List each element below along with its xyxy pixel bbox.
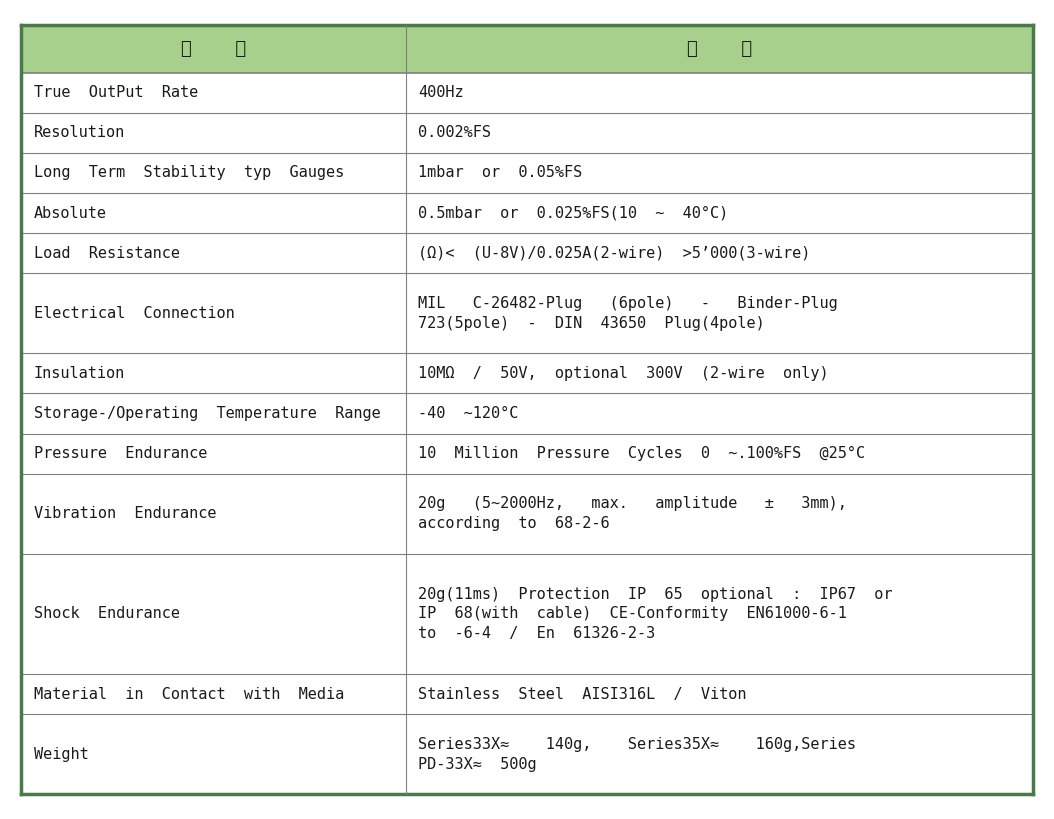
Text: Shock  Endurance: Shock Endurance [34, 607, 180, 622]
Text: 400Hz: 400Hz [418, 85, 464, 100]
Text: Stainless  Steel  AISI316L  /  Viton: Stainless Steel AISI316L / Viton [418, 686, 746, 702]
Text: Storage-/Operating  Temperature  Range: Storage-/Operating Temperature Range [34, 406, 380, 421]
Text: 0.5mbar  or  0.025%FS(10  ~  40°C): 0.5mbar or 0.025%FS(10 ~ 40°C) [418, 206, 728, 220]
Text: Vibration  Endurance: Vibration Endurance [34, 506, 216, 521]
Text: True  OutPut  Rate: True OutPut Rate [34, 85, 198, 100]
Text: 구    분: 구 분 [180, 39, 246, 57]
Text: 0.002%FS: 0.002%FS [418, 125, 491, 140]
Text: 20g   (5~2000Hz,   max.   amplitude   ±   3mm),
according  to  68-2-6: 20g (5~2000Hz, max. amplitude ± 3mm), ac… [418, 496, 847, 532]
Text: Resolution: Resolution [34, 125, 125, 140]
Text: 20g(11ms)  Protection  IP  65  optional  :  IP67  or
IP  68(with  cable)  CE-Con: 20g(11ms) Protection IP 65 optional : IP… [418, 586, 893, 641]
Text: Electrical  Connection: Electrical Connection [34, 305, 234, 321]
Text: 10MΩ  /  50V,  optional  300V  (2-wire  only): 10MΩ / 50V, optional 300V (2-wire only) [418, 366, 828, 381]
Text: Weight: Weight [34, 747, 89, 762]
Text: MIL   C-26482-Plug   (6pole)   -   Binder-Plug
723(5pole)  -  DIN  43650  Plug(4: MIL C-26482-Plug (6pole) - Binder-Plug 7… [418, 296, 838, 331]
Text: 10  Million  Pressure  Cycles  0  ~.100%FS  @25°C: 10 Million Pressure Cycles 0 ~.100%FS @2… [418, 446, 865, 461]
FancyBboxPatch shape [21, 274, 1033, 353]
Text: Material  in  Contact  with  Media: Material in Contact with Media [34, 686, 344, 702]
FancyBboxPatch shape [21, 554, 1033, 674]
FancyBboxPatch shape [21, 674, 1033, 714]
FancyBboxPatch shape [21, 473, 1033, 554]
FancyBboxPatch shape [21, 25, 1033, 73]
Text: Insulation: Insulation [34, 366, 125, 381]
Text: (Ω)<  (U-8V)/0.025A(2-wire)  >5’000(3-wire): (Ω)< (U-8V)/0.025A(2-wire) >5’000(3-wire… [418, 246, 811, 260]
Text: Load  Resistance: Load Resistance [34, 246, 180, 260]
Text: Series33X≈    140g,    Series35X≈    160g,Series
PD-33X≈  500g: Series33X≈ 140g, Series35X≈ 160g,Series … [418, 737, 856, 771]
FancyBboxPatch shape [21, 153, 1033, 193]
Text: Long  Term  Stability  typ  Gauges: Long Term Stability typ Gauges [34, 165, 344, 180]
Text: Absolute: Absolute [34, 206, 106, 220]
FancyBboxPatch shape [21, 233, 1033, 274]
Text: Pressure  Endurance: Pressure Endurance [34, 446, 207, 461]
Text: 1mbar  or  0.05%FS: 1mbar or 0.05%FS [418, 165, 583, 180]
FancyBboxPatch shape [21, 193, 1033, 233]
Text: -40  ~120°C: -40 ~120°C [418, 406, 519, 421]
FancyBboxPatch shape [21, 113, 1033, 153]
FancyBboxPatch shape [21, 714, 1033, 794]
Text: 사    양: 사 양 [686, 39, 752, 57]
FancyBboxPatch shape [21, 393, 1033, 433]
FancyBboxPatch shape [21, 433, 1033, 473]
FancyBboxPatch shape [21, 353, 1033, 393]
FancyBboxPatch shape [21, 73, 1033, 113]
